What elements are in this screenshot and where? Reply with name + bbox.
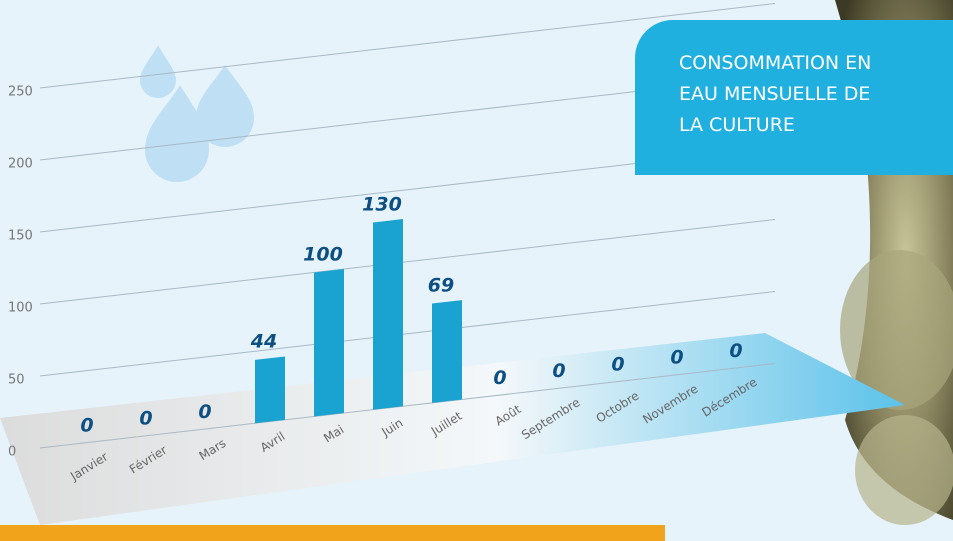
value-label: 0	[80, 414, 93, 436]
value-label: 0	[198, 401, 211, 423]
value-label: 0	[493, 367, 506, 389]
bar	[314, 269, 344, 416]
y-tick-label: 200	[8, 157, 33, 172]
bar	[432, 300, 462, 403]
y-tick-label: 250	[8, 85, 33, 100]
value-label: 0	[670, 347, 683, 369]
y-tick-label: 150	[8, 229, 33, 244]
bar	[373, 219, 403, 410]
y-tick-label: 0	[8, 445, 16, 460]
value-label: 0	[139, 408, 152, 430]
y-tick-label: 50	[8, 373, 25, 388]
footer-band	[0, 525, 665, 541]
value-label: 69	[428, 274, 454, 296]
title-box: CONSOMMATION EN EAU MENSUELLE DE LA CULT…	[635, 20, 953, 175]
value-label: 130	[362, 193, 402, 215]
value-label: 0	[611, 353, 624, 375]
value-label: 100	[303, 243, 343, 265]
chart-title: CONSOMMATION EN EAU MENSUELLE DE LA CULT…	[679, 48, 894, 141]
melon	[855, 415, 953, 525]
value-label: 44	[250, 331, 277, 353]
bar	[255, 356, 285, 423]
y-tick-label: 100	[8, 301, 33, 316]
value-label: 0	[552, 360, 565, 382]
grid-line	[40, 219, 775, 304]
value-label: 0	[729, 340, 742, 362]
page: 0501001502002500Janvier0Février0Mars44Av…	[0, 0, 953, 541]
